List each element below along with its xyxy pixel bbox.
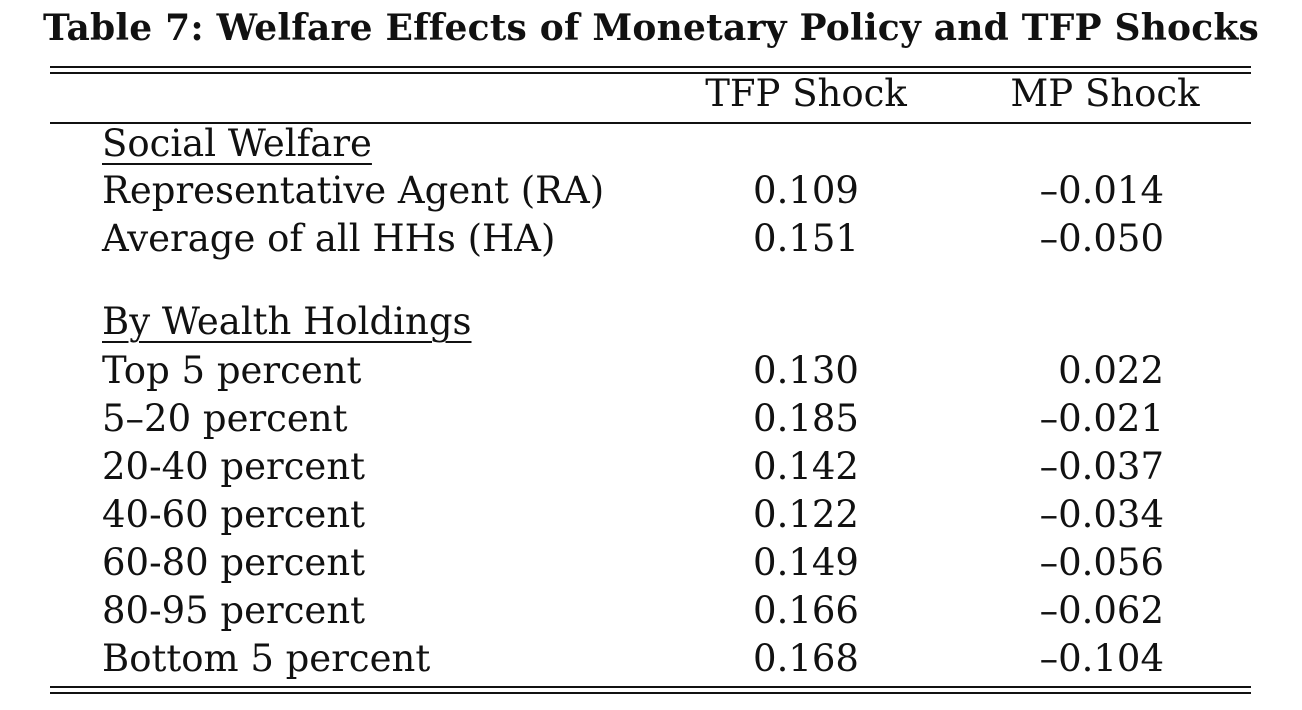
mp-value: –0.034 [1039, 493, 1164, 536]
tfp-value: 0.142 [753, 445, 859, 488]
tfp-value: 0.130 [753, 349, 859, 392]
tfp-value: 0.168 [753, 637, 859, 680]
tfp-value: 0.149 [753, 541, 859, 584]
mp-value: –0.014 [1039, 169, 1164, 212]
mp-value: –0.037 [1039, 445, 1164, 488]
mp-value: –0.104 [1039, 637, 1164, 680]
row-label: Bottom 5 percent [102, 637, 431, 680]
row-label: 40-60 percent [102, 493, 366, 536]
tfp-value: 0.185 [753, 397, 859, 440]
section-heading-social-welfare: Social Welfare [102, 122, 372, 165]
top-rule-1 [50, 66, 1251, 68]
mp-value: –0.062 [1039, 589, 1164, 632]
mp-value: 0.022 [1058, 349, 1164, 392]
top-rule-2 [50, 72, 1251, 74]
tfp-value: 0.151 [753, 217, 859, 260]
tfp-value: 0.122 [753, 493, 859, 536]
column-header-mp-shock: MP Shock [1010, 72, 1200, 115]
bottom-rule-2 [50, 692, 1251, 694]
bottom-rule-1 [50, 686, 1251, 688]
row-label: Representative Agent (RA) [102, 169, 605, 212]
row-label: 20-40 percent [102, 445, 366, 488]
column-header-tfp-shock: TFP Shock [705, 72, 907, 115]
section-heading-by-wealth-holdings: By Wealth Holdings [102, 300, 472, 343]
row-label: Top 5 percent [102, 349, 362, 392]
row-label: 5–20 percent [102, 397, 348, 440]
table-title: Table 7: Welfare Effects of Monetary Pol… [42, 7, 1260, 49]
tfp-value: 0.166 [753, 589, 859, 632]
mp-value: –0.056 [1039, 541, 1164, 584]
row-label: 60-80 percent [102, 541, 366, 584]
row-label: Average of all HHs (HA) [102, 217, 556, 260]
row-label: 80-95 percent [102, 589, 366, 632]
tfp-value: 0.109 [753, 169, 859, 212]
mp-value: –0.050 [1039, 217, 1164, 260]
mp-value: –0.021 [1039, 397, 1164, 440]
header-rule [50, 122, 1251, 124]
